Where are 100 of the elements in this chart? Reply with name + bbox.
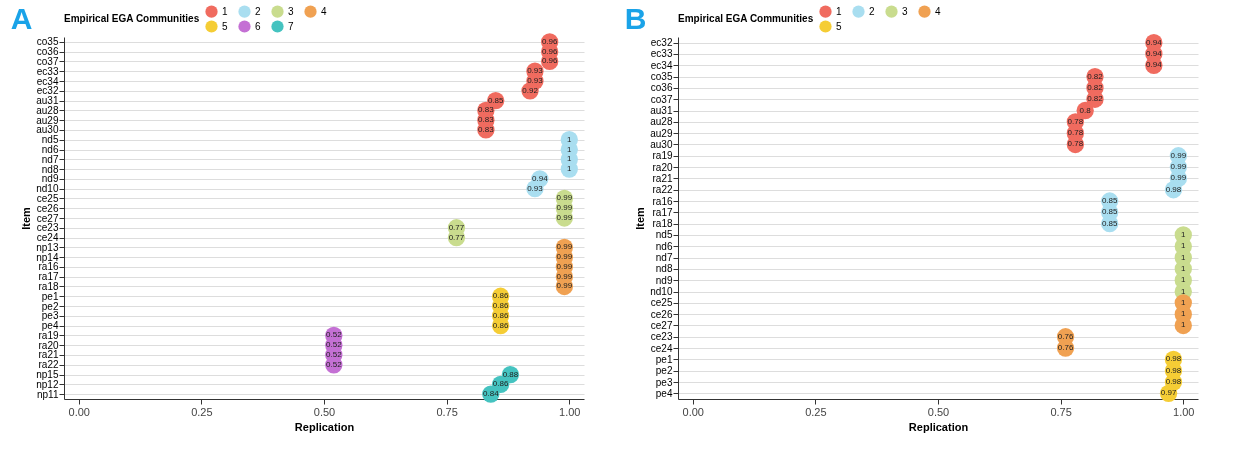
data-label: 0.93	[527, 76, 544, 86]
data-label: 0.8	[1079, 105, 1092, 115]
legend-title: Empirical EGA Communities	[64, 13, 200, 24]
data-label: 0.96	[541, 36, 558, 46]
y-tick-label: ec32	[650, 37, 673, 49]
x-tick-label: 0.00	[68, 405, 90, 418]
y-tick-label: ra20	[38, 339, 59, 351]
y-tick-label: pe2	[41, 300, 59, 312]
data-label: 0.77	[448, 232, 465, 242]
legend-label: 1	[836, 5, 842, 17]
legend-label: 5	[836, 20, 842, 32]
y-tick-label: au31	[650, 105, 673, 117]
y-tick-label: ra16	[38, 261, 59, 273]
y-axis-title: Item	[634, 206, 647, 230]
data-label: 1	[567, 144, 573, 154]
data-label: 0.83	[478, 124, 495, 134]
y-tick-label: pe3	[655, 376, 673, 388]
y-tick-label: nd8	[655, 263, 673, 275]
data-label: 0.78	[1067, 116, 1084, 126]
data-label: 0.96	[541, 56, 558, 66]
data-label: 0.85	[1101, 218, 1119, 228]
data-label: 0.76	[1057, 331, 1074, 341]
y-tick-label: pe1	[41, 290, 59, 302]
y-tick-label: nd8	[41, 163, 59, 175]
data-label: 0.98	[1165, 354, 1182, 364]
y-tick-label: ra18	[652, 218, 673, 230]
y-tick-label: pe2	[655, 365, 673, 377]
legend-title: Empirical EGA Communities	[678, 13, 814, 24]
y-tick-label: ce23	[650, 331, 673, 343]
y-tick-label: ra19	[652, 150, 673, 162]
y-tick-label: ec32	[36, 85, 59, 97]
data-label: 1	[1181, 320, 1187, 330]
x-axis-title: Replication	[908, 420, 969, 433]
y-tick-label: ce27	[36, 212, 59, 224]
data-label: 0.99	[556, 242, 573, 252]
y-tick-label: ec34	[650, 59, 673, 71]
y-tick-label: np14	[36, 251, 59, 263]
y-tick-label: ec33	[36, 65, 59, 77]
y-tick-label: au29	[650, 127, 673, 139]
data-label: 0.86	[492, 291, 509, 301]
x-tick-label: 1.00	[559, 405, 581, 418]
y-tick-label: ra16	[652, 195, 673, 207]
data-label: 0.86	[492, 301, 509, 311]
legend-label: 3	[902, 5, 908, 17]
y-tick-label: nd7	[655, 252, 673, 264]
y-tick-label: au28	[36, 104, 59, 116]
data-label: 1	[1181, 297, 1187, 307]
y-tick-label: ce24	[36, 232, 59, 244]
data-label: 0.99	[556, 203, 573, 213]
data-label: 0.99	[556, 271, 573, 281]
y-tick-label: au30	[36, 124, 59, 136]
y-tick-label: co37	[650, 93, 673, 105]
data-label: 0.86	[492, 379, 509, 389]
data-label: 0.92	[522, 85, 539, 95]
data-label: 0.93	[527, 66, 544, 76]
data-label: 0.98	[1165, 365, 1182, 375]
y-tick-label: ce24	[650, 342, 673, 354]
data-label: 0.99	[556, 252, 573, 262]
y-tick-label: np15	[36, 369, 59, 381]
data-label: 0.88	[502, 369, 519, 379]
data-label: 0.85	[1101, 196, 1119, 206]
legend-label: 7	[288, 20, 294, 32]
data-label: 0.52	[326, 359, 343, 369]
y-tick-label: ra21	[38, 349, 59, 361]
data-label: 1	[1181, 263, 1187, 273]
y-tick-label: nd7	[41, 153, 59, 165]
data-label: 0.86	[492, 310, 509, 320]
y-tick-label: co35	[650, 71, 673, 83]
y-tick-label: nd6	[41, 144, 59, 156]
data-label: 0.97	[1160, 388, 1177, 398]
data-label: 0.76	[1057, 343, 1074, 353]
y-tick-label: nd9	[41, 173, 59, 185]
legend-label: 2	[255, 5, 261, 17]
legend-label: 6	[255, 20, 261, 32]
x-tick-label: 0.25	[191, 405, 213, 418]
x-tick-label: 0.25	[805, 405, 827, 418]
x-tick-label: 0.50	[927, 405, 950, 418]
data-label: 0.85	[487, 95, 505, 105]
y-tick-label: ra20	[652, 161, 673, 173]
legend-label: 4	[935, 5, 941, 17]
y-tick-label: ce26	[650, 308, 673, 320]
data-label: 0.99	[1170, 173, 1187, 183]
x-tick-label: 0.75	[436, 405, 458, 418]
data-label: 1	[1181, 309, 1187, 319]
y-tick-label: ce25	[36, 192, 59, 204]
data-label: 0.93	[527, 183, 544, 193]
data-label: 0.78	[1067, 139, 1084, 149]
data-label: 1	[567, 154, 573, 164]
data-label: 1	[1181, 252, 1187, 262]
data-label: 0.82	[1087, 94, 1104, 104]
data-label: 0.94	[1146, 60, 1163, 70]
data-label: 0.99	[556, 193, 573, 203]
y-tick-label: ce23	[36, 222, 59, 234]
legend-label: 3	[288, 5, 294, 17]
y-tick-label: ra17	[38, 271, 59, 283]
y-tick-label: nd6	[655, 240, 673, 252]
data-label: 0.85	[1101, 207, 1119, 217]
data-label: 0.94	[532, 173, 549, 183]
y-tick-label: co36	[36, 46, 59, 58]
y-tick-label: ra21	[652, 172, 673, 184]
